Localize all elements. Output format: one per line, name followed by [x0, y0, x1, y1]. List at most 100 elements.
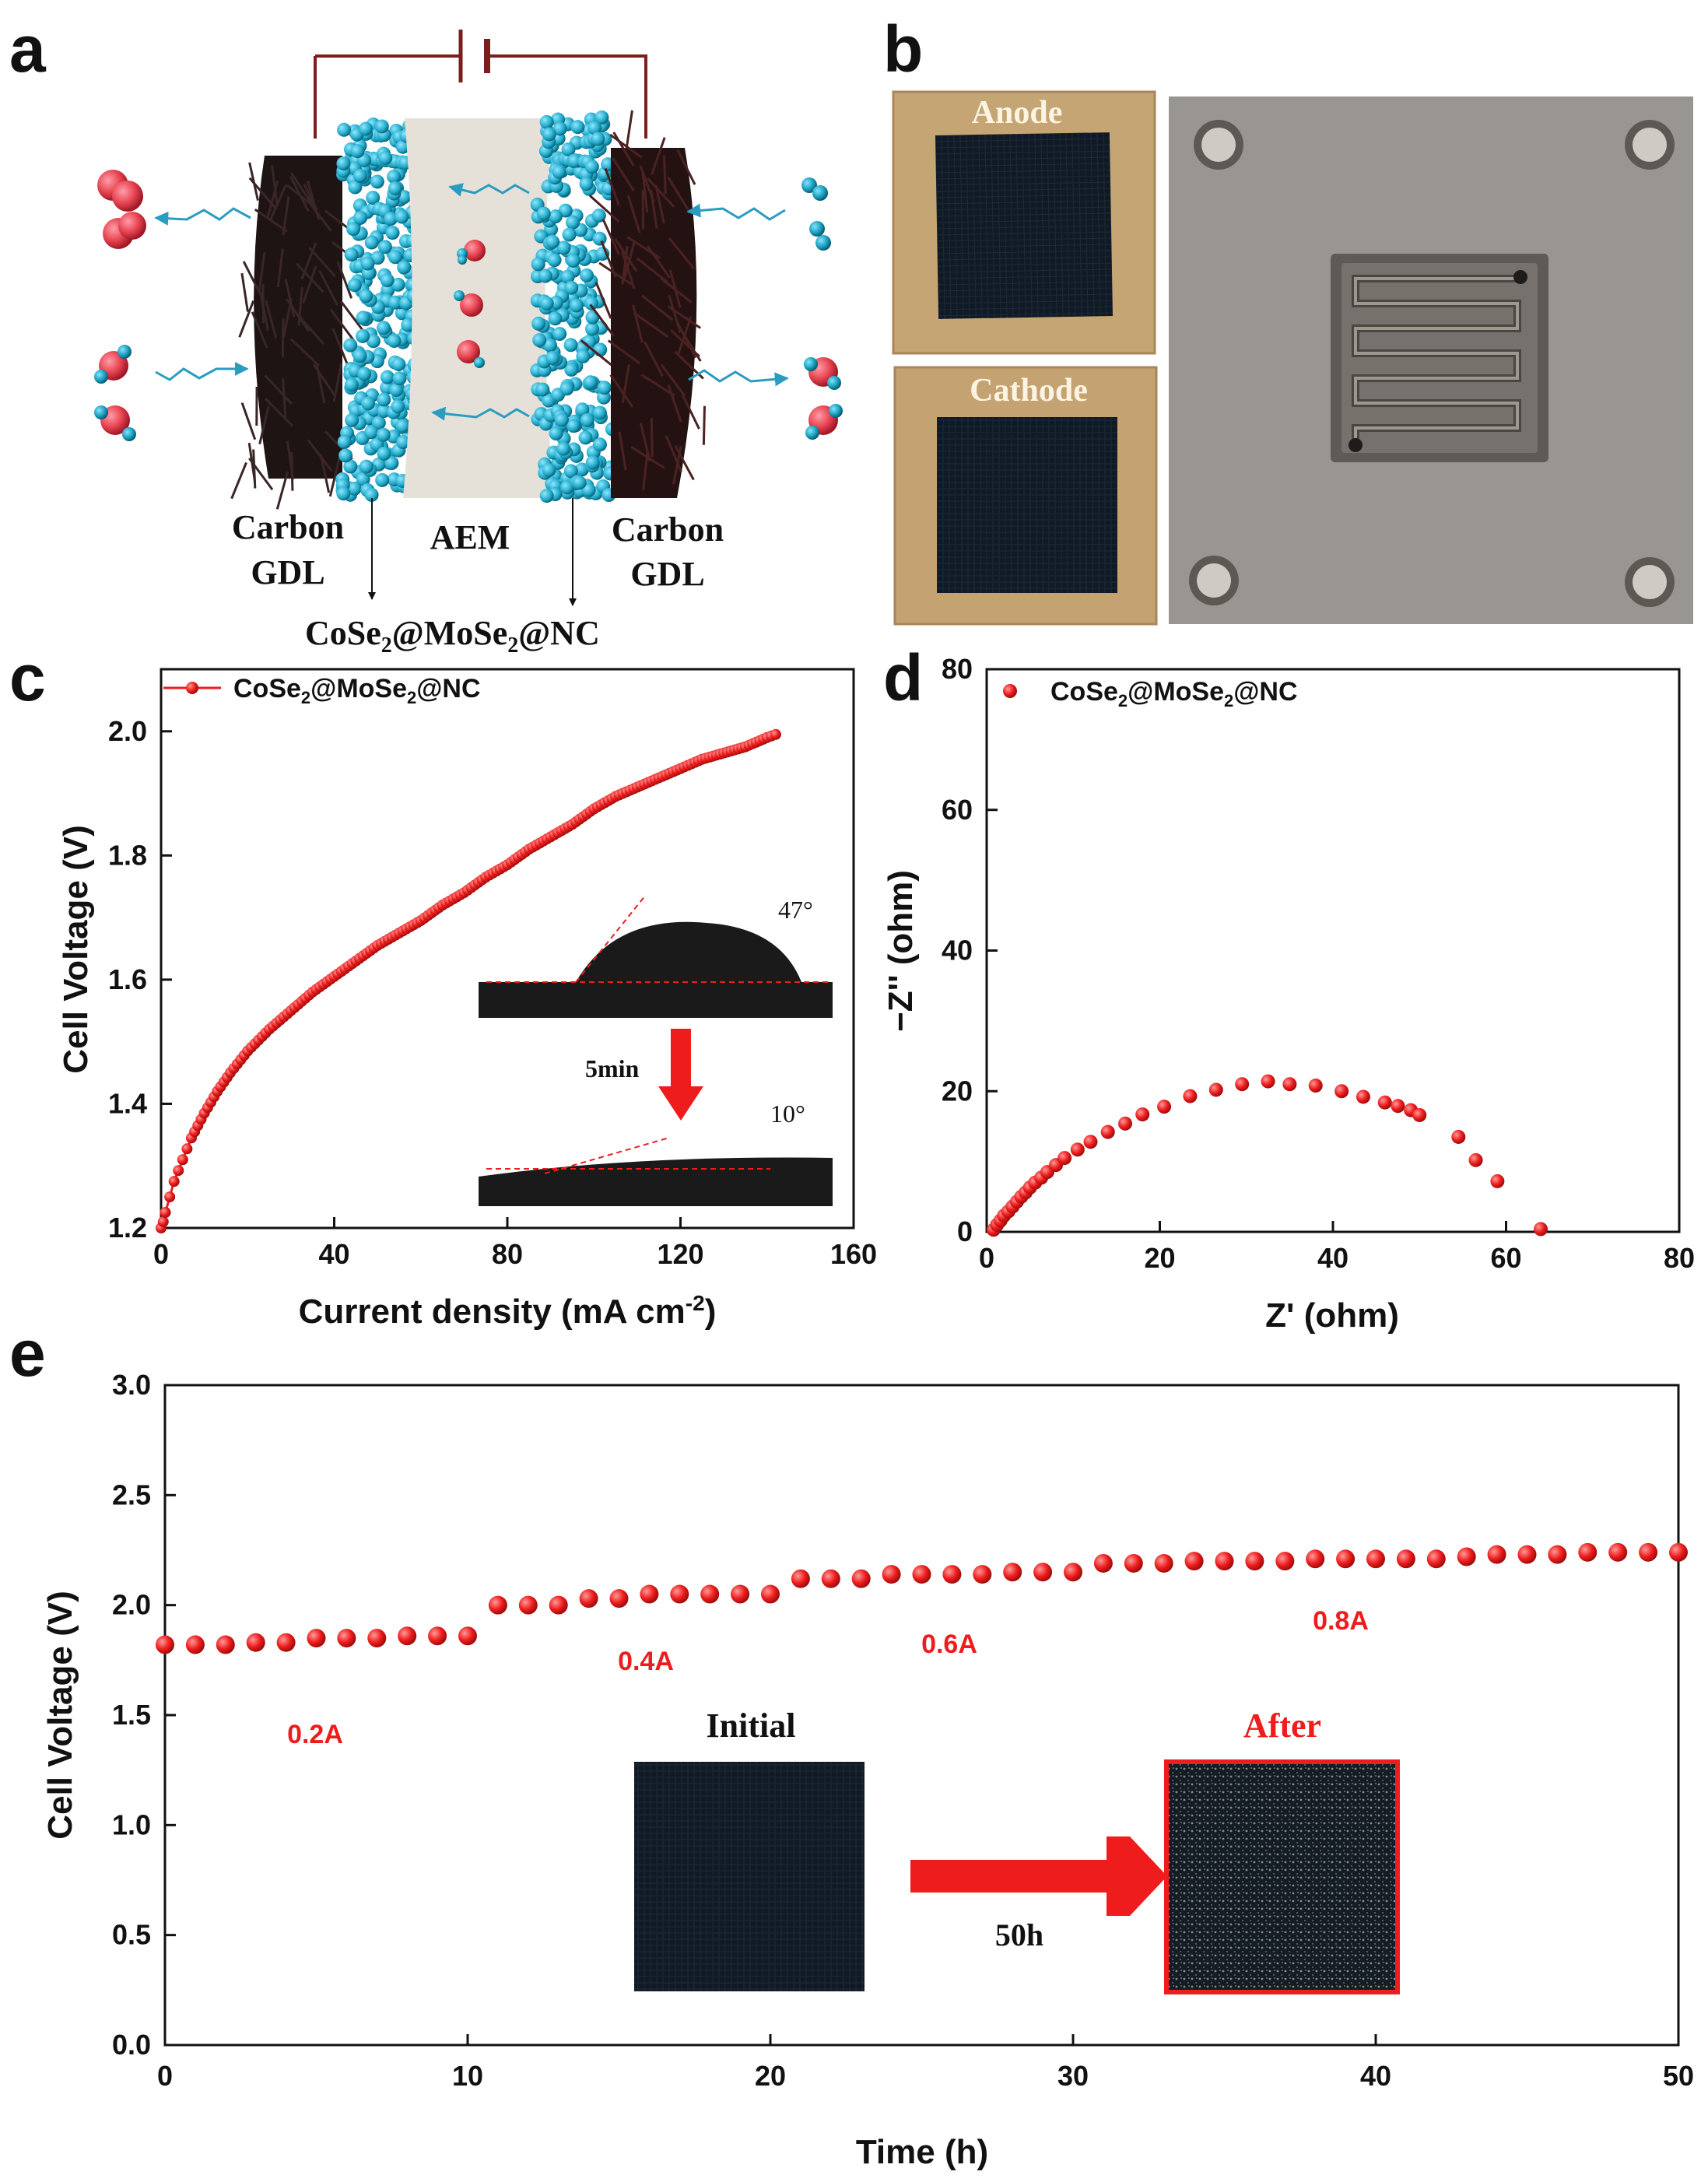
data-point [1578, 1542, 1598, 1562]
data-point [164, 1191, 176, 1203]
xtick-label: 160 [830, 1238, 877, 1270]
annotation-0-2A: 0.2A [287, 1720, 343, 1749]
label-anode: Anode [972, 95, 1063, 131]
data-point [549, 1595, 568, 1615]
circuit-wire [314, 54, 647, 139]
hydroxide-ions-membrane [454, 240, 486, 368]
ytick-label: 80 [942, 653, 973, 685]
xtick-label: 80 [492, 1238, 523, 1270]
data-point [973, 1565, 992, 1584]
inset-arrow-head-e [1107, 1836, 1167, 1916]
axis-ticks-d: 0 20 40 60 80 0 20 40 60 80 [942, 653, 1695, 1274]
data-point [1083, 1135, 1098, 1149]
xtick-label: 120 [657, 1238, 703, 1270]
data-point [173, 1165, 184, 1177]
data-point [670, 1584, 689, 1604]
data-point [1490, 1173, 1505, 1188]
data-point [1118, 1116, 1132, 1131]
panel-label-d: d [883, 641, 923, 714]
xtick-label: 0 [157, 2060, 173, 2092]
photo-flow-field-plate [1169, 96, 1693, 624]
label-carbon-right: Carbon [612, 510, 724, 549]
data-point [1064, 1563, 1082, 1582]
gdl-left [230, 156, 366, 510]
photo-anode: Anode [892, 90, 1156, 355]
data-point [156, 1635, 174, 1654]
electrode-inset: Initial 50h After [634, 1707, 1400, 1994]
series-markers-c [156, 728, 781, 1233]
catalyst-layer-right [530, 110, 619, 503]
inset-arrow-shaft [671, 1029, 691, 1089]
contact-angle-inset: 47° 5min 10° [479, 893, 833, 1206]
xtick-label: 0 [153, 1238, 169, 1270]
data-point [1396, 1549, 1415, 1569]
data-point [1426, 1549, 1446, 1569]
data-point [640, 1584, 659, 1604]
data-point [168, 1176, 180, 1187]
data-point [1336, 1549, 1356, 1569]
inset-arrow-shaft-e [910, 1860, 1122, 1893]
data-point [1468, 1152, 1483, 1167]
xtick-label: 50 [1663, 2060, 1694, 2092]
data-point [1100, 1124, 1115, 1139]
data-point [1183, 1089, 1198, 1103]
data-point [181, 1143, 193, 1155]
data-point [700, 1584, 720, 1604]
data-point [1639, 1542, 1658, 1562]
annotation-0-4A: 0.4A [618, 1647, 674, 1676]
legend-text-d: CoSe2@MoSe2@NC [1050, 677, 1298, 710]
panel-c-polarization-chart: c 0 40 80 120 160 1.2 1.4 1.6 1.8 2.0 CoSe2@MoSe2… [9, 641, 877, 1331]
data-point [1366, 1549, 1385, 1569]
legend-marker-c [186, 682, 198, 694]
photo-cathode: Cathode [893, 366, 1158, 626]
data-point [185, 1635, 205, 1654]
ytick-label: 2.0 [108, 715, 147, 747]
xtick-label: 0 [979, 1242, 994, 1274]
xtick-label: 20 [755, 2060, 786, 2092]
annotation-0-6A: 0.6A [921, 1629, 977, 1659]
angle-after: 10° [770, 1100, 805, 1128]
xlabel-c: Current density (mA cm-2) [299, 1291, 717, 1331]
xtick-label: 60 [1490, 1242, 1521, 1274]
ytick-label: 0 [957, 1216, 973, 1247]
ytick-label: 40 [942, 935, 973, 966]
data-point [1548, 1545, 1567, 1564]
data-point [1282, 1077, 1297, 1092]
data-point [1306, 1549, 1325, 1569]
panel-d-nyquist-chart: d 0 20 40 60 80 0 20 40 60 80 CoSe2@MoSe2@NC Z' (… [882, 641, 1695, 1335]
data-point [1261, 1074, 1275, 1089]
label-catalyst: CoSe2@MoSe2@NC [305, 614, 600, 658]
legend-c: CoSe2@MoSe2@NC [163, 674, 481, 707]
data-point [882, 1565, 901, 1584]
inset-photo-after [1166, 1762, 1398, 1992]
water-molecules-right [804, 357, 843, 440]
data-point [1235, 1077, 1250, 1092]
data-point [367, 1629, 387, 1648]
data-point [398, 1626, 417, 1646]
data-point [1608, 1542, 1628, 1562]
data-point [1275, 1552, 1295, 1571]
data-point [761, 1584, 780, 1604]
ytick-label: 1.6 [108, 963, 147, 995]
data-point [1487, 1545, 1506, 1564]
data-point [1154, 1553, 1173, 1573]
data-point [1093, 1553, 1113, 1573]
xtick-label: 30 [1057, 2060, 1089, 2092]
panel-label-c: c [9, 641, 46, 714]
data-point [1245, 1552, 1264, 1571]
data-point [1070, 1142, 1085, 1157]
data-point [1033, 1563, 1053, 1582]
data-point [216, 1635, 235, 1654]
axis-ticks-c: 0 40 80 120 160 1.2 1.4 1.6 1.8 2.0 [108, 715, 877, 1270]
inset-label-initial: Initial [707, 1707, 796, 1745]
xlabel-e: Time (h) [856, 2133, 988, 2171]
ytick-label: 20 [942, 1075, 973, 1107]
label-gdl-left: GDL [251, 553, 324, 591]
xtick-label: 40 [1360, 2060, 1391, 2092]
data-point [1308, 1079, 1323, 1093]
data-point [488, 1595, 507, 1615]
panel-a-schematic: a [9, 12, 843, 658]
data-point [1534, 1222, 1548, 1237]
xlabel-d: Z' (ohm) [1265, 1296, 1399, 1335]
ytick-label: 0.5 [112, 1919, 151, 1951]
